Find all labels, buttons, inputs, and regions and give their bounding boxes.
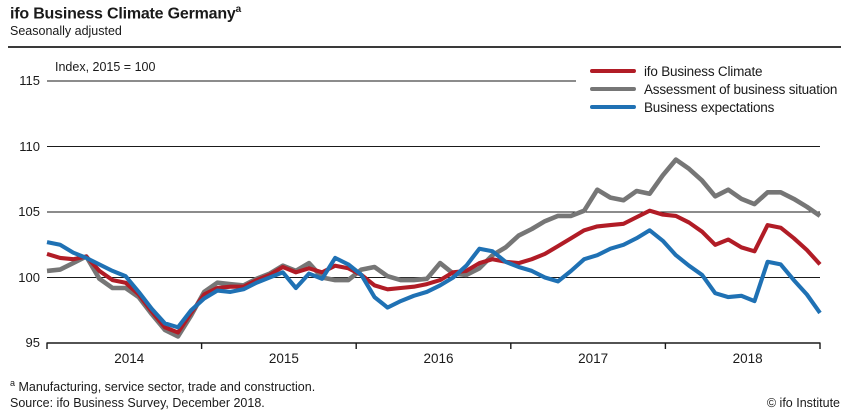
title-divider — [8, 46, 841, 48]
series-line-business-expectations — [46, 228, 822, 330]
y-axis-label-105: 105 — [18, 204, 40, 219]
legend-item-business-expectations: Business expectations — [590, 98, 837, 116]
legend-label: Business expectations — [644, 99, 775, 115]
legend-line-blue-icon — [590, 104, 636, 110]
legend-line-red-icon — [590, 68, 636, 74]
legend-label: Assessment of business situation — [644, 81, 838, 97]
footnote-text: Manufacturing, service sector, trade and… — [18, 380, 316, 395]
x-axis-label-2018: 2018 — [732, 351, 763, 366]
copyright-note: © ifo Institute — [766, 396, 840, 410]
x-axis-label-2016: 2016 — [423, 351, 454, 366]
legend-item-business-situation: Assessment of business situation — [590, 80, 837, 98]
chart-subtitle: Seasonally adjusted — [10, 24, 122, 38]
page-title: ifo Business Climate Germanya — [10, 4, 241, 23]
page-title-text: ifo Business Climate Germany — [10, 5, 236, 23]
axis-unit-note: Index, 2015 = 100 — [55, 60, 156, 74]
x-axis-label-2014: 2014 — [114, 351, 145, 366]
footnote-marker: a — [10, 378, 16, 388]
y-axis-label-95: 95 — [25, 335, 40, 350]
series-line-ifo-business-climate — [46, 208, 822, 335]
y-axis-label-115: 115 — [19, 73, 40, 88]
x-axis-label-2015: 2015 — [268, 351, 299, 366]
source-note: Source: ifo Business Survey, December 20… — [10, 396, 265, 410]
x-axis-label-2017: 2017 — [578, 351, 609, 366]
legend-item-business-climate: ifo Business Climate — [590, 62, 837, 80]
y-axis-label-110: 110 — [19, 138, 40, 154]
legend-line-gray-icon — [590, 86, 636, 92]
series-line-assessment-of-business-situation — [46, 157, 822, 339]
footnote: a Manufacturing, service sector, trade a… — [10, 378, 315, 394]
chart-legend: ifo Business Climate Assessment of busin… — [588, 61, 840, 117]
title-footnote-marker: a — [235, 4, 242, 15]
y-axis-label-100: 100 — [18, 269, 40, 285]
legend-label: ifo Business Climate — [644, 63, 763, 79]
